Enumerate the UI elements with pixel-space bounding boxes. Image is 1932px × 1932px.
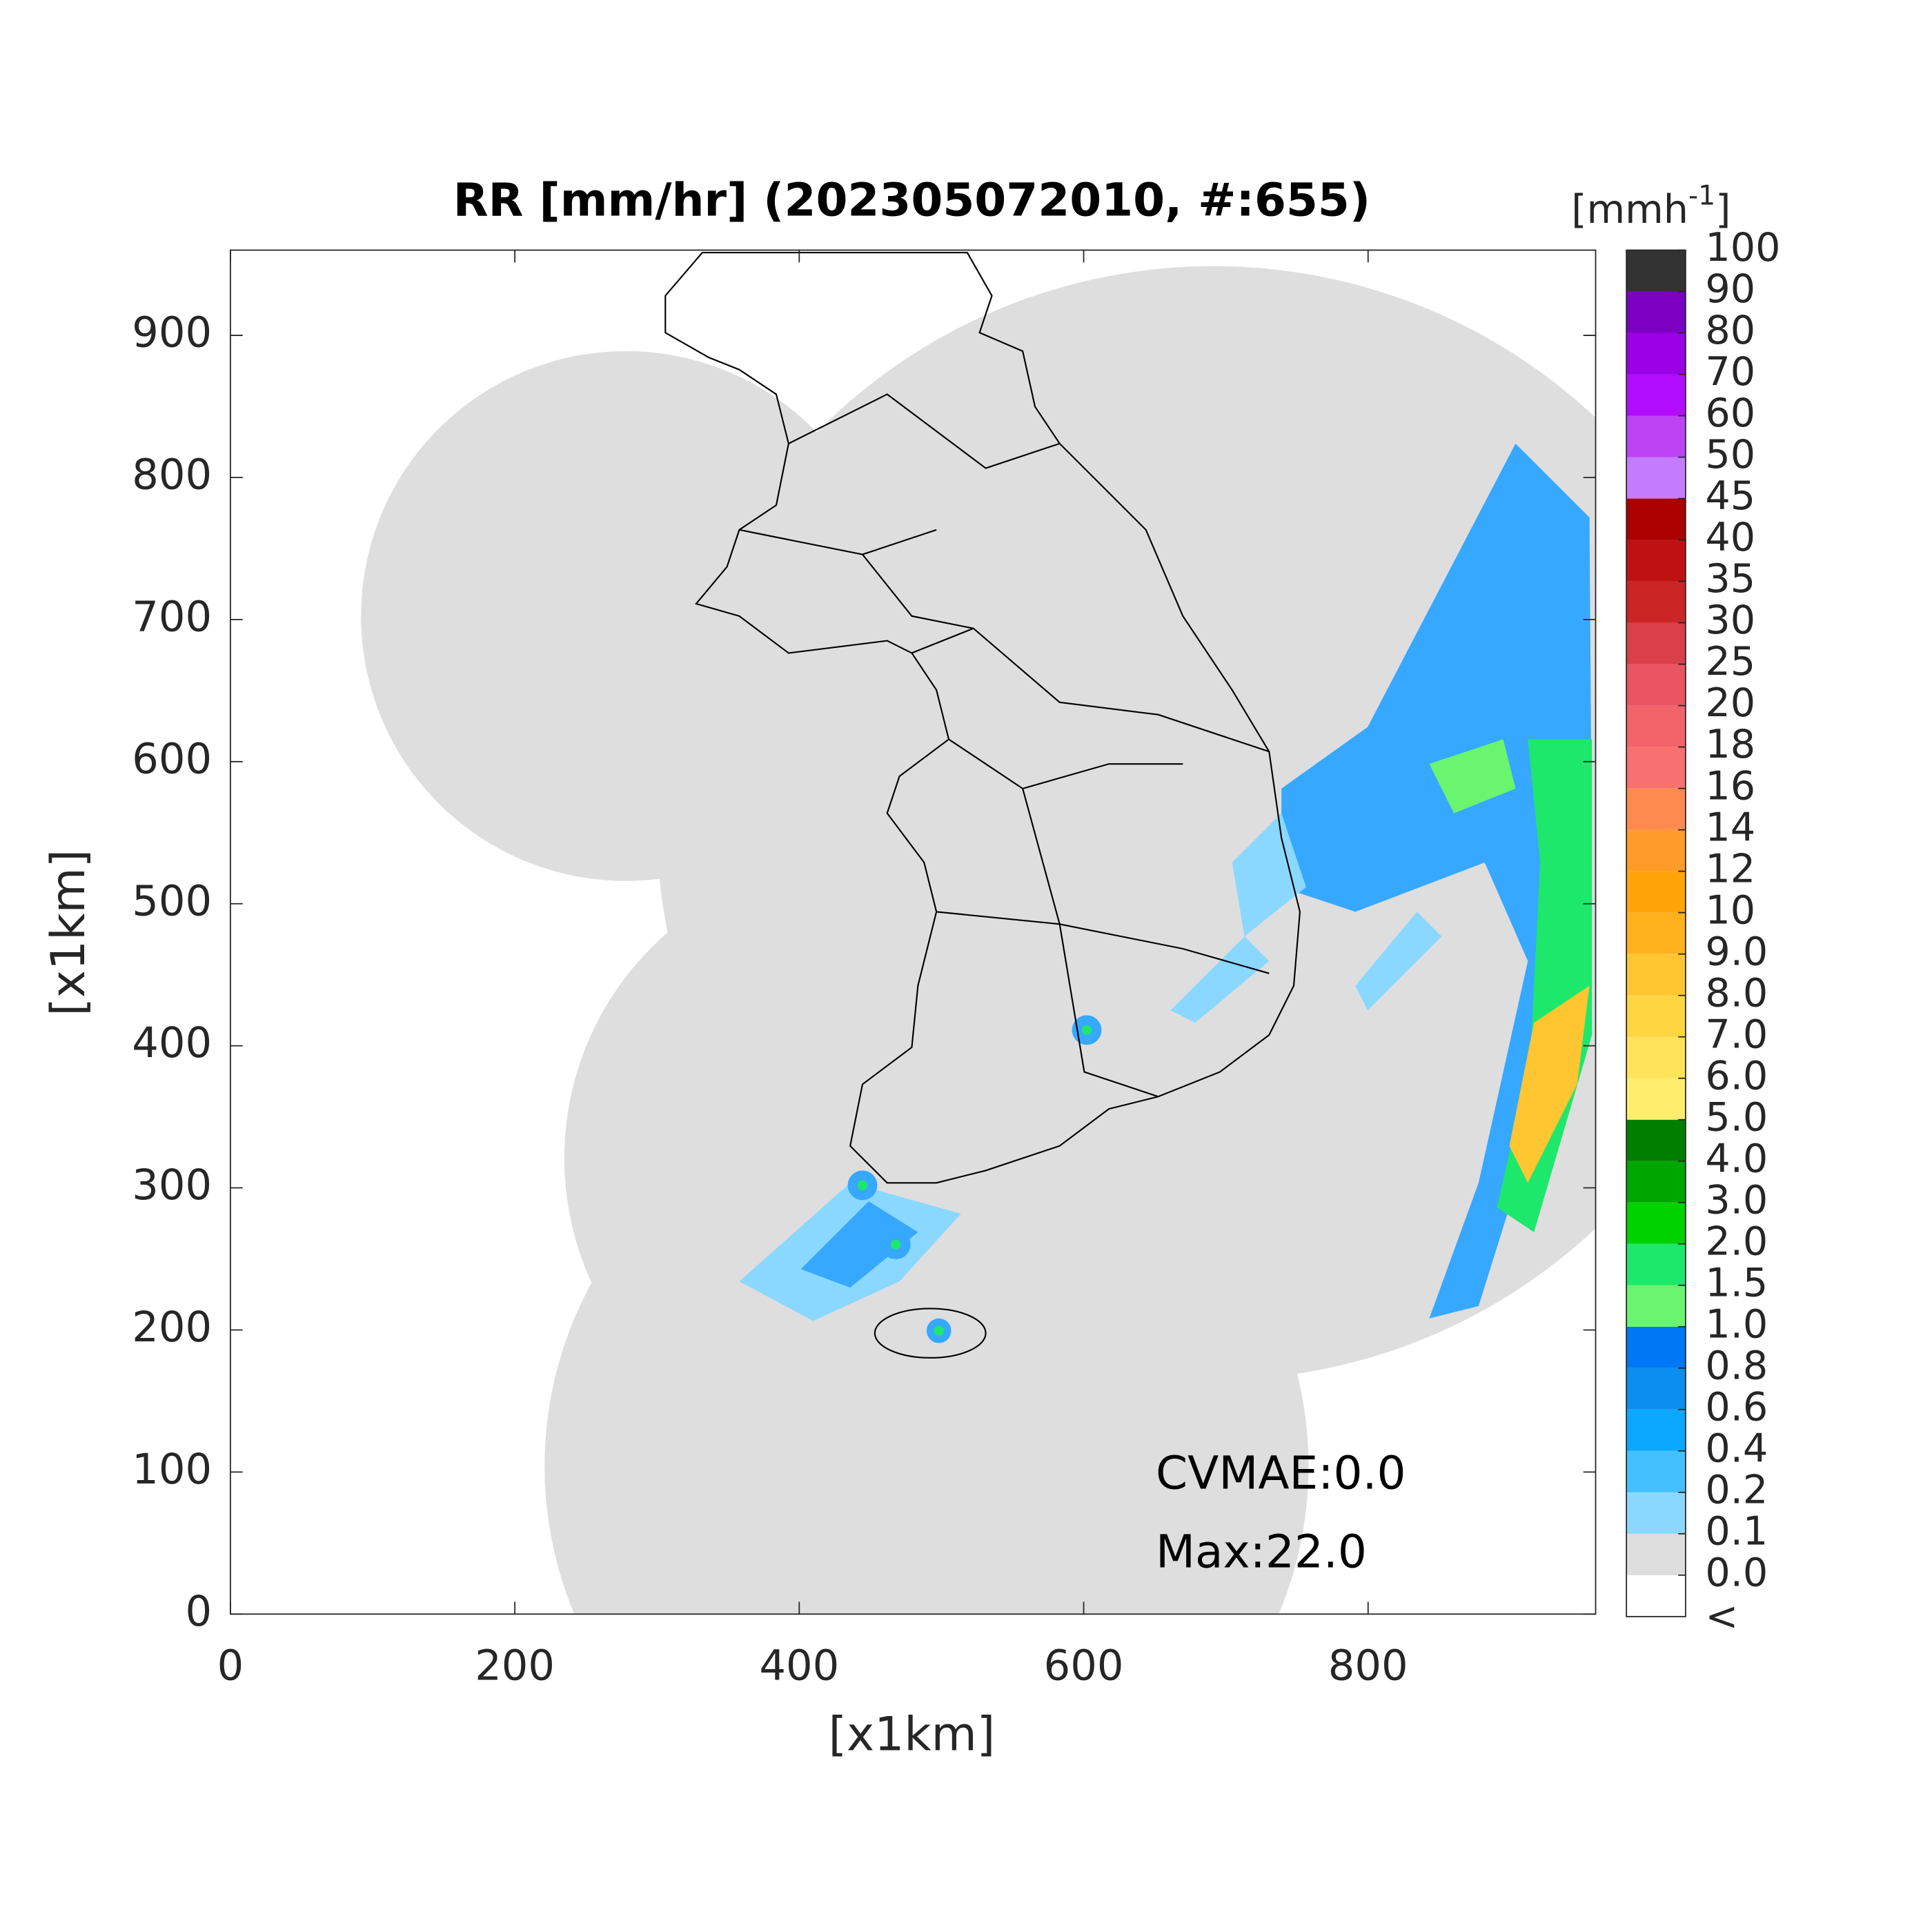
x-tick-label: 400 — [759, 1642, 839, 1690]
x-tick-label: 0 — [217, 1642, 244, 1690]
colorbar-segment — [1626, 1285, 1686, 1327]
annotation: CVMAE:0.0 — [1156, 1446, 1406, 1499]
colorbar-tick-label: 9.0 — [1705, 929, 1768, 974]
colorbar-segment — [1626, 622, 1686, 664]
colorbar-under — [1626, 1575, 1686, 1617]
colorbar-segment — [1626, 374, 1686, 416]
colorbar-segment — [1626, 829, 1686, 871]
colorbar-tick-label: 5.0 — [1705, 1094, 1768, 1140]
colorbar-segment — [1626, 540, 1686, 582]
y-tick-label: 600 — [132, 735, 212, 783]
colorbar-tick-label: 7.0 — [1705, 1012, 1768, 1057]
colorbar-tick-label: 18 — [1705, 722, 1755, 767]
colorbar-segment — [1626, 333, 1686, 375]
colorbar-segment — [1626, 498, 1686, 540]
colorbar-tick-label: 0.8 — [1705, 1343, 1768, 1388]
colorbar-tick-label: 0.1 — [1705, 1508, 1768, 1554]
colorbar-tick-label: 20 — [1705, 680, 1755, 726]
colorbar-segment — [1626, 1161, 1686, 1203]
colorbar-tick-label: 0.4 — [1705, 1426, 1768, 1471]
x-axis-label: [x1km] — [829, 1707, 996, 1762]
colorbar-segment — [1626, 871, 1686, 913]
colorbar-tick-label: 4.0 — [1705, 1136, 1768, 1181]
y-tick-label: 200 — [132, 1303, 212, 1352]
colorbar-tick-label: 100 — [1705, 225, 1780, 270]
colorbar-tick-label: 35 — [1705, 556, 1755, 602]
colorbar-segment — [1626, 1492, 1686, 1534]
y-axis-label: [x1km] — [41, 849, 96, 1016]
colorbar-tick-label: 0.0 — [1705, 1550, 1768, 1595]
colorbar-segment — [1626, 415, 1686, 457]
y-tick-label: 800 — [132, 451, 212, 500]
colorbar-segment — [1626, 1119, 1686, 1161]
colorbar-tick-label: 0.2 — [1705, 1467, 1768, 1512]
colorbar-segment — [1626, 995, 1686, 1037]
colorbar-tick-label: 12 — [1705, 846, 1755, 891]
colorbar-label-end: ] — [1715, 187, 1731, 233]
annotation: Max:22.0 — [1156, 1526, 1367, 1579]
colorbar-segment — [1626, 705, 1686, 747]
y-tick-label: 500 — [132, 877, 212, 925]
colorbar-segment — [1626, 1409, 1686, 1451]
y-tick-label: 100 — [132, 1446, 212, 1494]
colorbar-tick-label: 2.0 — [1705, 1219, 1768, 1264]
y-tick-label: 400 — [132, 1019, 212, 1067]
colorbar-label-base: [mmh — [1571, 187, 1688, 233]
colorbar-tick-label: 30 — [1705, 598, 1755, 643]
colorbar-tick-label: 0.6 — [1705, 1384, 1768, 1430]
colorbar-tick-label: 90 — [1705, 266, 1755, 312]
colorbar-segment — [1626, 1368, 1686, 1410]
colorbar-tick-label: 25 — [1705, 639, 1755, 684]
colorbar-tick-label: 8.0 — [1705, 970, 1768, 1016]
rain-areas — [739, 443, 1593, 1343]
colorbar-under-label: < — [1705, 1594, 1738, 1639]
colorbar-segment — [1626, 581, 1686, 623]
colorbar-segment — [1626, 954, 1686, 996]
colorbar-tick-label: 16 — [1705, 763, 1755, 809]
colorbar-segment — [1626, 291, 1686, 333]
plot-frame — [230, 249, 1597, 1615]
colorbar-tick-label: 14 — [1705, 805, 1755, 850]
colorbar-segment — [1626, 1078, 1686, 1120]
colorbar-tick-label: 60 — [1705, 391, 1755, 436]
x-tick-label: 600 — [1044, 1642, 1124, 1690]
colorbar-tick-label: 80 — [1705, 308, 1755, 353]
y-tick-label: 700 — [132, 593, 212, 641]
colorbar-tick-label: 3.0 — [1705, 1177, 1768, 1223]
colorbar-tick-label: 6.0 — [1705, 1053, 1768, 1098]
colorbar-label: [mmh-1] — [1571, 180, 1731, 233]
colorbar-segment — [1626, 747, 1686, 789]
colorbar-segment — [1626, 664, 1686, 706]
chart-title: RR [mm/hr] (202305072010, #:655) — [453, 174, 1370, 227]
colorbar-segment — [1626, 1533, 1686, 1575]
colorbar-tick-label: 1.5 — [1705, 1260, 1768, 1305]
coastline — [664, 252, 1301, 1359]
colorbar-segment — [1626, 912, 1686, 954]
colorbar-tick-label: 45 — [1705, 473, 1755, 519]
colorbar-segment — [1626, 250, 1686, 292]
y-tick-label: 0 — [186, 1588, 213, 1636]
colorbar-segment — [1626, 788, 1686, 830]
colorbar-frame — [1626, 249, 1686, 1617]
colorbar-segment — [1626, 1326, 1686, 1368]
colorbar-tick-label: 1.0 — [1705, 1301, 1768, 1347]
y-tick-label: 300 — [132, 1161, 212, 1210]
colorbar-tick-label: 10 — [1705, 887, 1755, 933]
colorbar-label-exponent: -1 — [1688, 180, 1715, 211]
x-tick-label: 800 — [1328, 1642, 1408, 1690]
colorbar-segment — [1626, 457, 1686, 499]
colorbar-segment — [1626, 1036, 1686, 1078]
colorbar-segment — [1626, 1202, 1686, 1244]
colorbar-tick-label: 40 — [1705, 515, 1755, 560]
colorbar-segment — [1626, 1243, 1686, 1285]
colorbar-tick-label: 50 — [1705, 432, 1755, 477]
colorbar-tick-label: 70 — [1705, 349, 1755, 395]
y-tick-label: 900 — [132, 309, 212, 357]
map-layer — [361, 252, 1596, 1615]
colorbar-segment — [1626, 1450, 1686, 1492]
x-tick-label: 200 — [475, 1642, 555, 1690]
